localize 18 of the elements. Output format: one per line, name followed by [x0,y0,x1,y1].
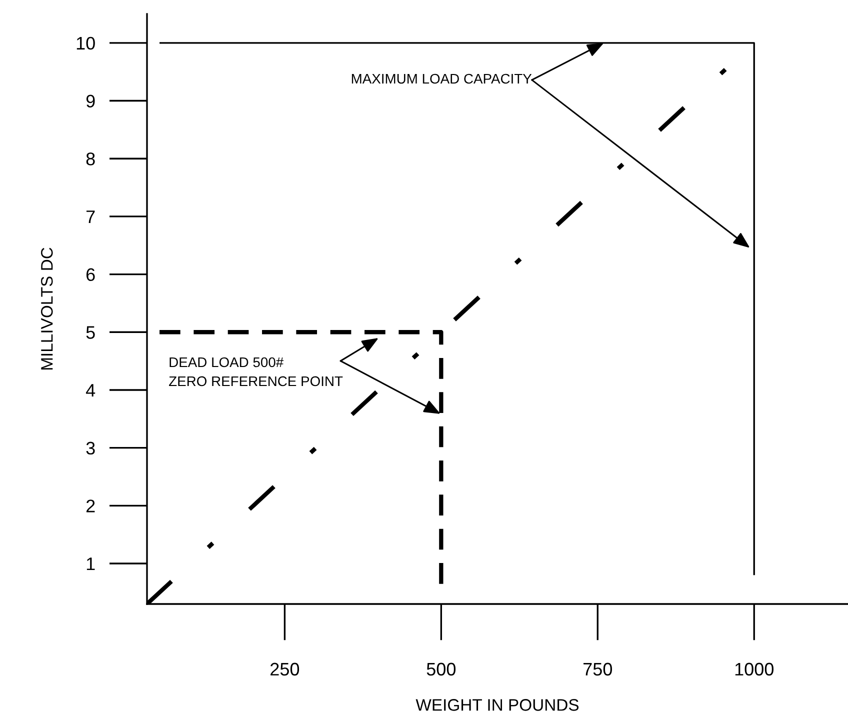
y-tick-label: 5 [86,326,95,339]
x-tick-label: 750 [584,662,612,676]
x-tick-label: 500 [426,662,456,676]
x-tick-label: 1000 [735,662,774,676]
y-tick-label: 6 [86,268,95,282]
annotation: DEAD LOAD 500# ZERO REFERENCE POINT [169,357,343,386]
y-tick-label: 3 [86,442,95,455]
y-tick-label: 10 [76,36,95,50]
annotation: MAXIMUM LOAD CAPACITY [352,74,532,84]
x-tick-label: 250 [270,662,300,676]
y-tick-label: 7 [86,210,95,223]
y-tick-label: 9 [86,94,95,108]
y-tick-label: 4 [86,384,96,397]
y-tick-label: 1 [86,558,95,570]
y-tick-label: 8 [86,152,95,166]
y-axis-title: MILLIVOLTS DC [40,248,53,370]
x-axis-title: WEIGHT IN POUNDS [416,699,579,711]
y-tick-label: 2 [86,500,95,512]
